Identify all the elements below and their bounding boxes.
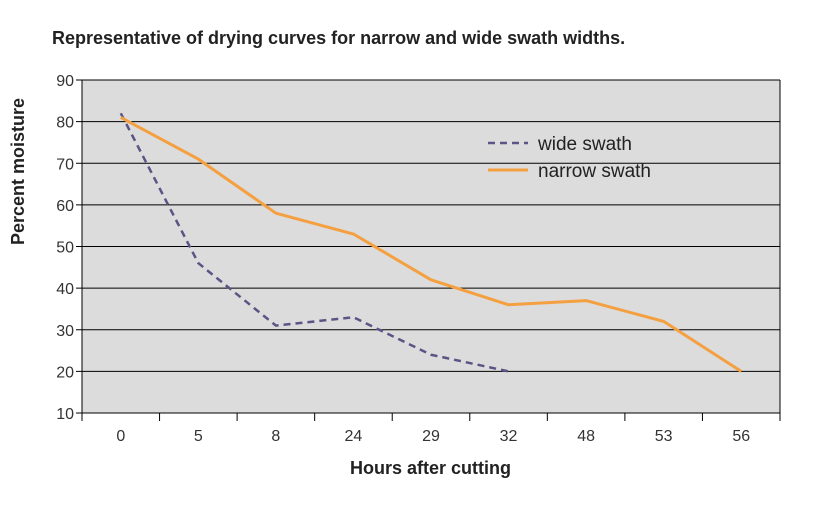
x-tick-label-5: 5 bbox=[194, 428, 203, 445]
series-line-narrow-swath bbox=[120, 116, 743, 373]
series-line-wide-swath bbox=[119, 112, 509, 373]
y-tick-label-40: 40 bbox=[56, 281, 74, 298]
y-tick-label-10: 10 bbox=[56, 406, 74, 423]
y-tick-label-20: 20 bbox=[56, 364, 74, 381]
chart-title: Representative of drying curves for narr… bbox=[52, 28, 626, 48]
x-axis-label: Hours after cutting bbox=[349, 458, 511, 478]
x-tick-label-29: 29 bbox=[422, 428, 440, 445]
legend-label-wide-swath: wide swath bbox=[537, 134, 632, 155]
x-tick-label-56: 56 bbox=[732, 428, 750, 445]
x-tick-label-24: 24 bbox=[345, 428, 363, 445]
y-tick-label-50: 50 bbox=[56, 240, 74, 257]
y-tick-label-60: 60 bbox=[56, 198, 74, 215]
x-tick-label-8: 8 bbox=[271, 428, 280, 445]
x-tick-label-32: 32 bbox=[500, 428, 518, 445]
y-tick-label-70: 70 bbox=[56, 156, 74, 173]
y-tick-label-80: 80 bbox=[56, 115, 74, 132]
x-tick-label-53: 53 bbox=[655, 428, 673, 445]
y-tick-label-30: 30 bbox=[56, 323, 74, 340]
x-tick-label-0: 0 bbox=[116, 428, 125, 445]
y-tick-label-90: 90 bbox=[56, 73, 74, 90]
legend-label-narrow-swath: narrow swath bbox=[538, 161, 651, 182]
x-tick-label-48: 48 bbox=[577, 428, 595, 445]
